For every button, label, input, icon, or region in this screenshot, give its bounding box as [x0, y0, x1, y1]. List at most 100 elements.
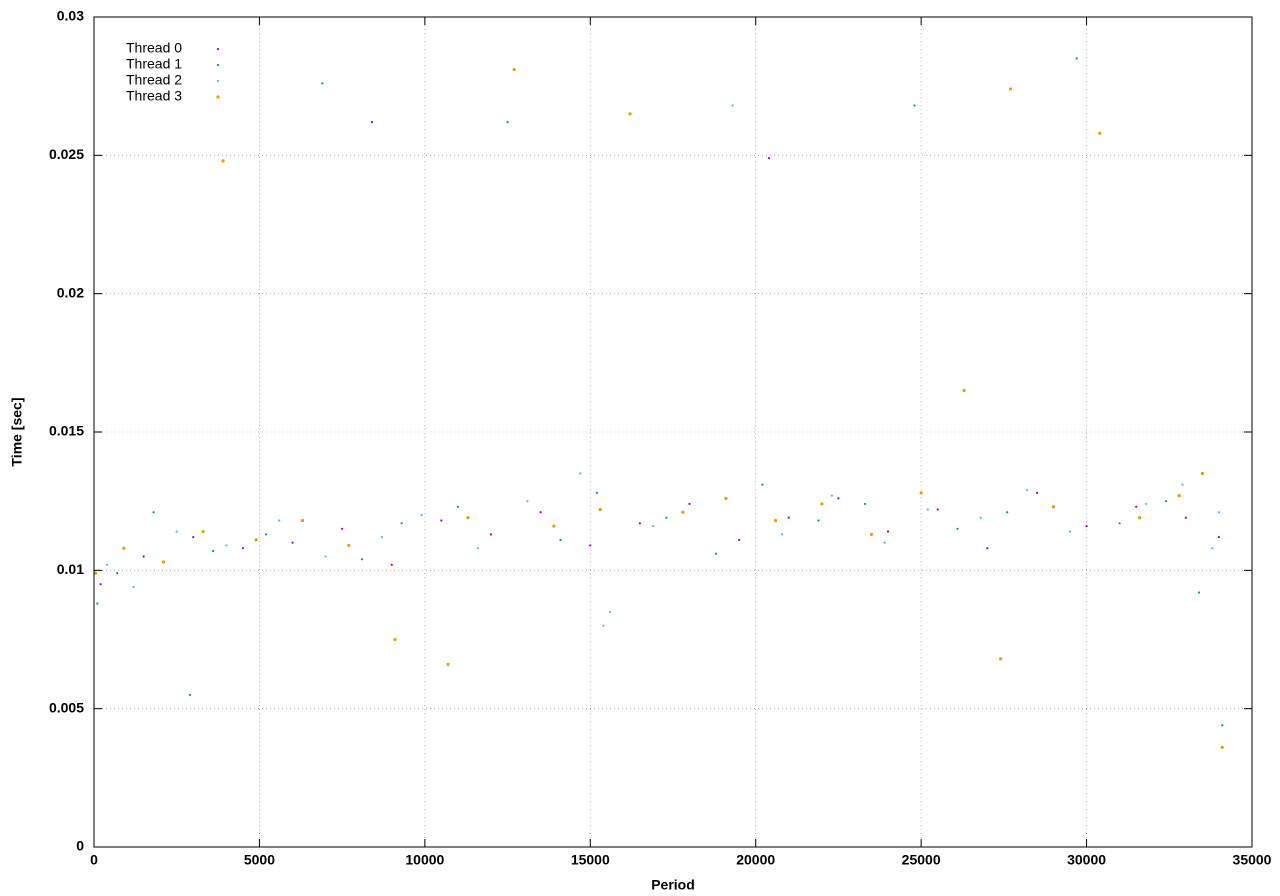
point: [1035, 491, 1039, 494]
y-axis-label: Time [sec]: [9, 398, 25, 467]
y-tick-label: 0.005: [49, 699, 84, 715]
point: [781, 533, 784, 536]
point: [1085, 524, 1088, 528]
point: [1051, 505, 1056, 509]
point: [820, 502, 824, 506]
point: [440, 519, 443, 522]
point: [225, 544, 228, 547]
legend-label: Thread 0: [126, 40, 182, 56]
point: [665, 516, 668, 519]
point: [1164, 500, 1168, 503]
point: [767, 157, 771, 160]
y-tick-label: 0.03: [57, 8, 84, 24]
y-tick-label: 0.015: [49, 423, 84, 439]
point: [817, 519, 820, 522]
point: [589, 544, 592, 547]
point: [913, 104, 916, 107]
point: [1177, 494, 1181, 498]
point: [559, 538, 562, 542]
point: [883, 541, 886, 544]
y-tick-label: 0.025: [49, 146, 84, 162]
point: [1217, 511, 1221, 514]
point: [628, 112, 632, 116]
point: [420, 513, 423, 517]
point: [466, 516, 470, 520]
point: [132, 585, 135, 589]
point: [241, 547, 244, 550]
point: [761, 483, 764, 486]
point: [212, 549, 215, 553]
point: [347, 543, 351, 548]
point: [837, 497, 840, 500]
point: [598, 507, 602, 512]
point: [1118, 522, 1121, 525]
point: [1008, 87, 1013, 91]
point: [926, 508, 929, 511]
point: [122, 546, 126, 550]
point: [1137, 516, 1142, 520]
point: [724, 496, 728, 500]
point: [175, 530, 178, 533]
x-tick-label: 35000: [1233, 852, 1272, 868]
point: [830, 494, 833, 497]
x-tick-label: 30000: [1067, 852, 1106, 868]
point: [1184, 516, 1187, 519]
point: [400, 522, 403, 525]
x-tick-label: 5000: [244, 852, 275, 868]
point: [370, 121, 374, 124]
point: [1181, 483, 1184, 486]
legend-marker: [216, 47, 220, 51]
legend-marker: [216, 63, 220, 67]
point: [602, 624, 605, 627]
point: [1197, 591, 1201, 594]
point: [595, 491, 599, 494]
point: [539, 511, 542, 514]
point: [979, 516, 982, 519]
point: [962, 388, 966, 393]
point: [869, 532, 874, 536]
point: [380, 536, 383, 539]
point: [264, 533, 268, 536]
point: [393, 637, 397, 642]
point: [360, 558, 364, 561]
legend-marker: [216, 95, 220, 99]
y-tick-label: 0: [76, 838, 84, 854]
point: [161, 560, 166, 564]
point: [738, 538, 741, 542]
point: [688, 502, 691, 506]
point: [1211, 547, 1214, 550]
legend-label: Thread 2: [126, 72, 182, 88]
x-tick-label: 25000: [902, 852, 941, 868]
point: [94, 571, 98, 575]
point: [552, 524, 556, 528]
point: [936, 508, 939, 511]
y-tick-label: 0.01: [57, 561, 84, 577]
point: [512, 67, 516, 72]
point: [526, 500, 529, 503]
x-tick-label: 0: [90, 852, 98, 868]
point: [324, 555, 327, 558]
point: [321, 82, 324, 85]
point: [579, 472, 582, 475]
point: [863, 502, 866, 506]
x-axis-label: Period: [651, 877, 695, 893]
point: [1221, 724, 1224, 727]
point: [919, 491, 923, 495]
point: [773, 518, 778, 523]
legend-label: Thread 3: [126, 88, 182, 104]
point: [341, 527, 344, 530]
point: [1075, 57, 1078, 60]
point: [192, 536, 195, 539]
point: [489, 533, 493, 536]
point: [221, 159, 225, 163]
point: [956, 527, 959, 530]
point: [1135, 505, 1138, 508]
point: [652, 524, 655, 528]
point: [142, 555, 145, 558]
legend-marker: [216, 79, 220, 83]
point: [278, 519, 281, 522]
point: [446, 662, 450, 667]
point: [254, 538, 258, 542]
point: [714, 552, 718, 555]
